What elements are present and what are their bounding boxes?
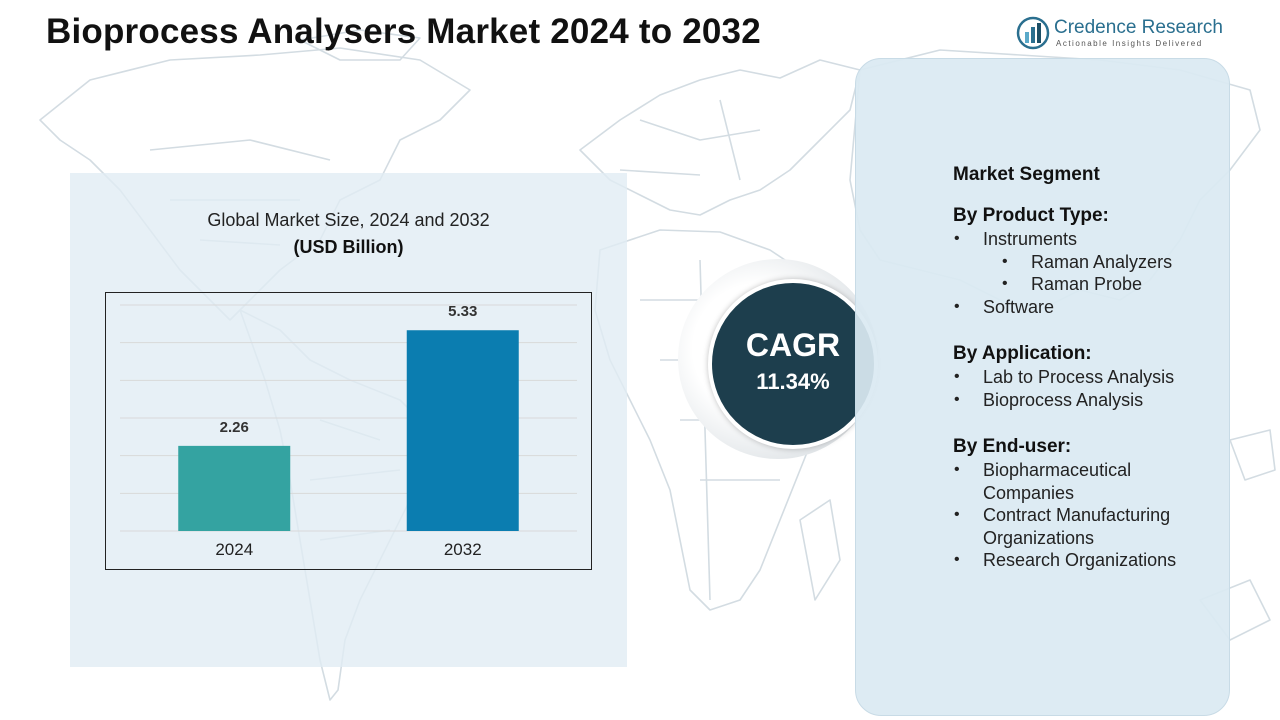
page-title: Bioprocess Analysers Market 2024 to 2032 <box>46 12 761 51</box>
bar-2024 <box>178 445 291 531</box>
x-tick-label-2032: 2032 <box>444 540 482 559</box>
logo-tagline: Actionable Insights Delivered <box>1056 39 1203 48</box>
data-label-2032: 5.33 <box>448 303 477 320</box>
chart-title: Global Market Size, 2024 and 2032 <box>207 210 490 230</box>
chart-subtitle: (USD Billion) <box>293 237 404 257</box>
list-item: Instruments <box>953 228 1223 251</box>
logo-name: Credence Research <box>1054 17 1223 38</box>
list-subitem: Raman Analyzers <box>953 251 1223 274</box>
cagr-label: CAGR <box>745 327 841 363</box>
data-labels: 2.26 5.33 <box>220 303 478 436</box>
segment-group-end-user: By End-user: Biopharmaceutical Companies… <box>953 435 1223 572</box>
cagr-badge: CAGR 11.34% <box>708 279 878 449</box>
market-size-chart-panel: Global Market Size, 2024 and 2032 (USD B… <box>70 173 627 667</box>
cagr-value: 11.34% <box>756 369 830 394</box>
segment-heading: Market Segment <box>953 164 1100 185</box>
x-axis-ticks: 2024 2032 <box>215 540 481 559</box>
list-item: Lab to Process Analysis <box>953 366 1223 389</box>
segment-group-title: By Product Type: <box>953 205 1109 226</box>
company-logo: Credence Research Actionable Insights De… <box>1016 16 1236 52</box>
list-subitem: Raman Probe <box>953 273 1223 296</box>
list-item: Bioprocess Analysis <box>953 389 1223 412</box>
plot-area: 2.26 5.33 2024 2032 <box>105 292 592 570</box>
data-label-2024: 2.26 <box>220 419 249 436</box>
bar-2032 <box>406 330 519 531</box>
market-segment-panel: Market Segment By Product Type: Instrume… <box>855 58 1230 716</box>
segment-content: Market Segment By Product Type: Instrume… <box>953 164 1223 572</box>
segment-group-title: By End-user: <box>953 436 1072 457</box>
list-item: Contract Manufacturing Organizations <box>953 504 1223 549</box>
segment-group-product-type: By Product Type: Instruments Raman Analy… <box>953 204 1223 318</box>
bar-chart: 2.26 5.33 2024 2032 <box>120 303 577 559</box>
bar-chart-logo-icon <box>1016 16 1050 50</box>
list-item: Biopharmaceutical Companies <box>953 459 1223 504</box>
list-item: Software <box>953 296 1223 319</box>
list-item: Research Organizations <box>953 549 1223 572</box>
segment-group-application: By Application: Lab to Process Analysis … <box>953 342 1223 411</box>
x-tick-label-2024: 2024 <box>215 540 253 559</box>
segment-group-title: By Application: <box>953 343 1092 364</box>
bars <box>178 330 519 531</box>
